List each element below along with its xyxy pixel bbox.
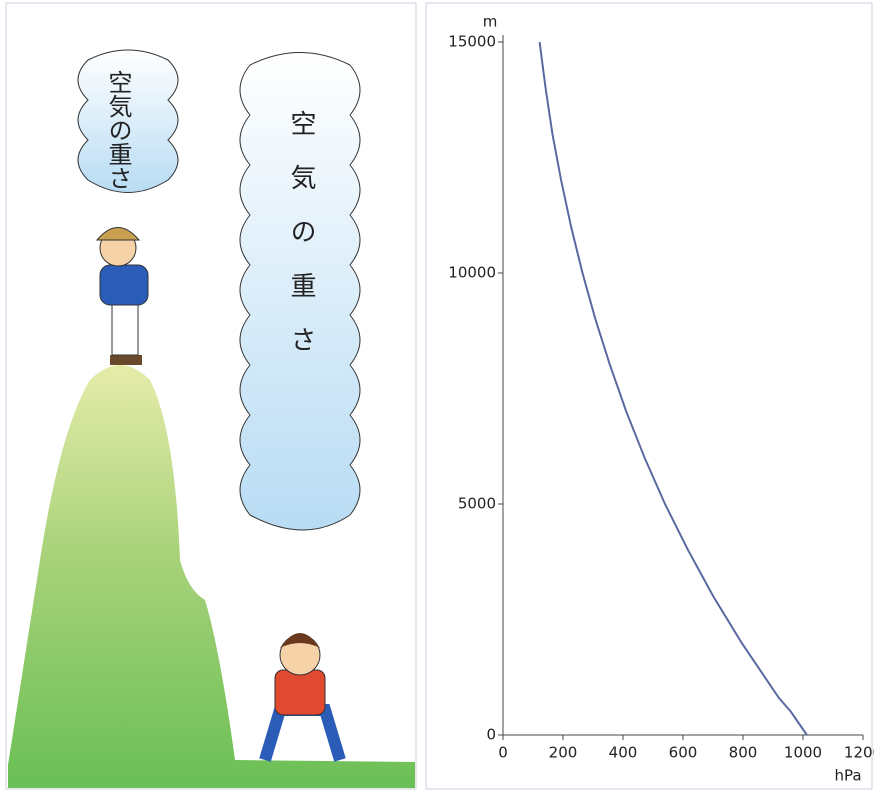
x-tick-label: 800	[729, 744, 758, 762]
y-axis-label: m	[483, 13, 498, 31]
x-tick-label: 200	[549, 744, 578, 762]
chart-panel	[426, 3, 872, 789]
x-tick-label: 0	[498, 744, 508, 762]
y-tick-label: 10000	[448, 264, 496, 282]
x-axis-label: hPa	[834, 767, 861, 785]
y-tick-label: 0	[486, 726, 496, 744]
x-tick-label: 600	[669, 744, 698, 762]
y-tick-label: 5000	[458, 495, 496, 513]
cloud-label-small: 空気の重さ	[101, 70, 136, 190]
page: m hPa 0 5000 10000 15000 0 200 400 600 800 1000 12…	[0, 0, 874, 795]
x-tick-label: 400	[609, 744, 638, 762]
y-tick-label: 15000	[448, 33, 496, 51]
x-tick-label: 1200	[844, 744, 874, 762]
cloud-label-tall: 空気の重さ	[283, 110, 320, 380]
x-tick-label: 1000	[784, 744, 822, 762]
